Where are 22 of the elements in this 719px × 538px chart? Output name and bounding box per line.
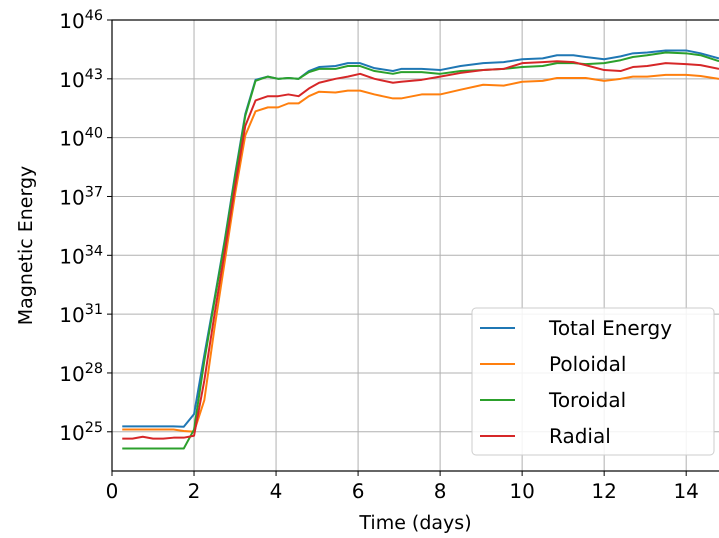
x-tick-label: 0 xyxy=(106,479,118,503)
x-tick-label: 14 xyxy=(673,479,699,503)
y-tick-label: 10$^{46}$ xyxy=(59,8,103,33)
x-tick-label: 10 xyxy=(509,479,535,503)
legend-label: Radial xyxy=(549,424,611,448)
x-axis-title: Time (days) xyxy=(358,512,472,534)
y-tick-label: 10$^{28}$ xyxy=(59,360,103,386)
x-tick-label: 4 xyxy=(270,479,282,503)
y-tick-label: 10$^{40}$ xyxy=(59,126,103,151)
legend-label: Toroidal xyxy=(548,388,626,412)
y-tick-label: 10$^{37}$ xyxy=(59,184,103,210)
y-tick-label: 10$^{25}$ xyxy=(59,420,103,445)
x-tick-label: 12 xyxy=(591,479,617,503)
x-tick-label: 2 xyxy=(188,479,200,503)
y-tick-label: 10$^{34}$ xyxy=(59,243,103,268)
legend-label: Total Energy xyxy=(548,316,672,340)
x-tick-label: 8 xyxy=(434,479,446,503)
y-tick-label: 10$^{43}$ xyxy=(59,66,103,92)
y-axis-title: Magnetic Energy xyxy=(15,166,37,326)
x-tick-label: 6 xyxy=(352,479,364,503)
legend-label: Poloidal xyxy=(549,352,626,376)
y-tick-label: 10$^{31}$ xyxy=(59,302,103,328)
